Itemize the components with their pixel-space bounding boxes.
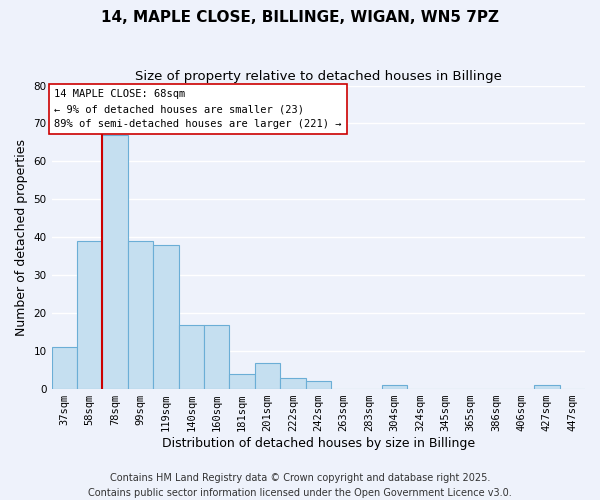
Bar xyxy=(305,382,331,389)
Bar xyxy=(103,135,128,389)
Bar xyxy=(280,378,305,389)
Text: 14 MAPLE CLOSE: 68sqm
← 9% of detached houses are smaller (23)
89% of semi-detac: 14 MAPLE CLOSE: 68sqm ← 9% of detached h… xyxy=(54,90,341,129)
Bar xyxy=(255,362,280,389)
Bar xyxy=(229,374,255,389)
Text: Contains HM Land Registry data © Crown copyright and database right 2025.
Contai: Contains HM Land Registry data © Crown c… xyxy=(88,472,512,498)
Bar xyxy=(153,245,179,389)
X-axis label: Distribution of detached houses by size in Billinge: Distribution of detached houses by size … xyxy=(162,437,475,450)
Bar xyxy=(128,241,153,389)
Y-axis label: Number of detached properties: Number of detached properties xyxy=(15,139,28,336)
Bar xyxy=(179,324,204,389)
Text: 14, MAPLE CLOSE, BILLINGE, WIGAN, WN5 7PZ: 14, MAPLE CLOSE, BILLINGE, WIGAN, WN5 7P… xyxy=(101,10,499,25)
Bar xyxy=(382,386,407,389)
Title: Size of property relative to detached houses in Billinge: Size of property relative to detached ho… xyxy=(135,70,502,83)
Bar xyxy=(204,324,229,389)
Bar xyxy=(77,241,103,389)
Bar xyxy=(52,348,77,389)
Bar xyxy=(534,386,560,389)
